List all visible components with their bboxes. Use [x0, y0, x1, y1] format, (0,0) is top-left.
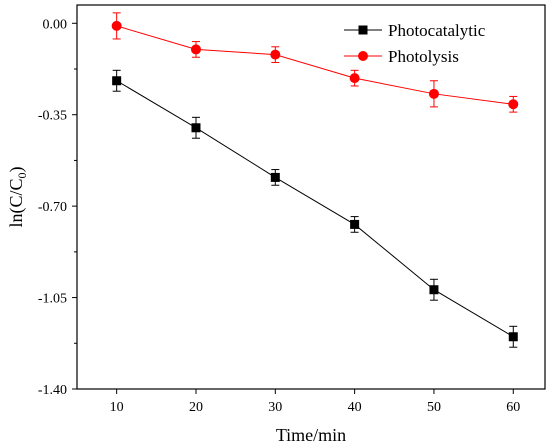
series-photolysis — [111, 12, 519, 113]
y-tick-label: -1.05 — [38, 292, 67, 307]
y-axis-title-close: ) — [6, 166, 27, 172]
data-point — [270, 172, 280, 182]
y-tick-label: -0.70 — [38, 200, 67, 215]
x-tick-label: 50 — [427, 400, 441, 415]
y-tick-label: 0.00 — [43, 17, 68, 32]
data-point — [428, 88, 439, 99]
data-point — [112, 76, 122, 86]
legend: Photocatalytic Photolysis — [344, 21, 486, 66]
axes: 10 20 30 40 50 60 0.00 -0.35 -0.70 -1.05 -1.40 — [38, 17, 520, 415]
legend-label-photocatalytic: Photocatalytic — [388, 21, 486, 40]
x-tick-label: 20 — [189, 400, 203, 415]
x-tick-label: 40 — [348, 400, 362, 415]
legend-label-photolysis: Photolysis — [388, 47, 459, 66]
series-line-photocatalytic — [116, 80, 514, 338]
y-tick-label: -0.35 — [38, 109, 67, 124]
series-layer — [111, 12, 519, 348]
x-tick-label: 30 — [268, 400, 282, 415]
data-point — [190, 44, 201, 55]
legend-marker-photolysis — [358, 51, 368, 61]
y-axis-title: ln(C/C0) — [6, 166, 29, 227]
x-tick-label: 60 — [506, 400, 520, 415]
x-tick-label: 10 — [110, 400, 124, 415]
data-point — [350, 219, 360, 229]
x-axis-title: Time/min — [276, 425, 346, 445]
series-line-photolysis — [116, 25, 514, 105]
plot-area — [76, 4, 546, 390]
data-point — [429, 285, 439, 295]
data-point — [111, 20, 122, 31]
data-point — [508, 332, 518, 342]
data-point — [270, 49, 281, 60]
legend-marker-photocatalytic — [358, 25, 368, 35]
y-axis-title-main: ln(C/C — [6, 178, 27, 227]
series-photocatalytic — [112, 69, 518, 348]
y-axis-title-subscript: 0 — [15, 172, 29, 178]
data-point — [508, 99, 519, 110]
data-point — [191, 123, 201, 133]
plot-frame — [76, 4, 546, 390]
data-point — [349, 73, 360, 84]
y-tick-label: -1.40 — [38, 383, 67, 398]
